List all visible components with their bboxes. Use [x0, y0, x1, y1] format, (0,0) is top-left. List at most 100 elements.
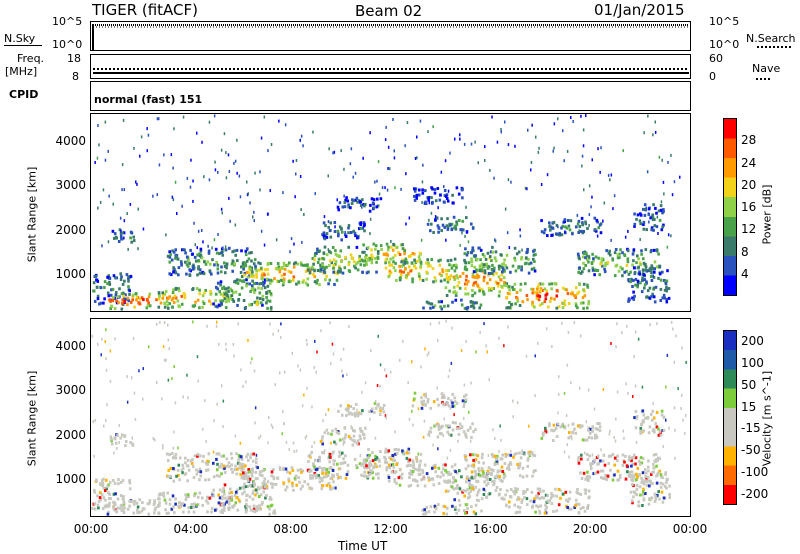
velocity-cell	[508, 505, 511, 509]
power-cell	[643, 278, 647, 282]
power-cell	[215, 251, 219, 255]
power-cell	[108, 194, 110, 198]
velocity-cell	[685, 414, 687, 418]
power-cell	[478, 269, 482, 273]
power-cell	[542, 231, 546, 235]
power-cell	[647, 207, 651, 211]
velocity-cell	[390, 470, 394, 474]
velocity-cell	[592, 472, 595, 476]
velocity-cell	[639, 426, 643, 430]
power-cell	[455, 291, 458, 295]
power-cell	[334, 225, 336, 229]
velocity-cell	[630, 459, 633, 463]
velocity-cell	[528, 424, 530, 428]
velocity-cell	[569, 435, 573, 439]
velocity-cell	[472, 458, 475, 462]
power-cell	[228, 196, 230, 200]
power-cell	[165, 233, 167, 237]
power-cell	[190, 158, 192, 162]
velocity-cell	[451, 421, 455, 424]
velocity-cell	[512, 399, 514, 403]
nsky-right-tick-top: 10^5	[709, 15, 740, 28]
power-cell	[591, 195, 593, 199]
power-cell	[224, 248, 228, 252]
velocity-cell	[598, 425, 602, 429]
power-cell	[379, 197, 383, 201]
velocity-cell	[385, 461, 389, 465]
velocity-cell	[472, 465, 476, 469]
power-cell	[502, 267, 505, 271]
velocity-cell	[318, 476, 321, 480]
velocity-cell	[105, 505, 108, 509]
velocity-cell	[454, 479, 458, 483]
velocity-cell	[631, 456, 634, 459]
power-cell	[665, 289, 669, 293]
power-cell	[231, 269, 234, 273]
power-cell	[432, 305, 435, 309]
velocity-cell	[388, 479, 391, 483]
velocity-cell	[446, 480, 449, 484]
power-cell	[533, 260, 536, 263]
power-cell	[640, 249, 643, 253]
power-cell	[508, 301, 511, 304]
power-cell	[375, 205, 378, 209]
power-cell	[240, 265, 243, 269]
power-cell	[192, 264, 195, 268]
power-cell	[224, 306, 228, 309]
power-cell	[412, 252, 416, 256]
power-cell	[108, 276, 112, 280]
power-cell	[505, 266, 509, 270]
power-cell	[500, 130, 502, 134]
power-cell	[392, 118, 394, 121]
power-cell	[374, 257, 377, 260]
velocity-cell	[254, 470, 258, 474]
velocity-cell	[309, 476, 312, 480]
velocity-cell	[465, 511, 468, 515]
velocity-cell	[516, 401, 519, 405]
velocity-cell	[214, 508, 217, 512]
velocity-cell	[187, 506, 190, 510]
velocity-cell	[665, 418, 667, 422]
power-cell	[429, 306, 432, 310]
power-cell	[645, 295, 648, 299]
power-cell	[327, 282, 330, 286]
power-cell	[509, 306, 513, 310]
velocity-cell	[616, 478, 619, 482]
velocity-cell	[578, 386, 581, 390]
power-cell	[661, 225, 664, 229]
velocity-cell	[475, 498, 479, 502]
power-cell	[459, 275, 462, 278]
velocity-cell	[576, 424, 580, 428]
power-cell	[582, 288, 585, 292]
power-cell	[259, 297, 262, 301]
velocity-cell	[503, 497, 506, 501]
velocity-cell	[328, 460, 331, 464]
velocity-cell	[216, 320, 218, 324]
velocity-cell	[226, 464, 229, 468]
power-cell	[576, 306, 579, 310]
velocity-cell	[434, 423, 438, 427]
velocity-cell	[641, 493, 645, 497]
power-cell	[122, 231, 126, 235]
power-cell	[244, 249, 248, 253]
power-cell	[662, 208, 665, 212]
velocity-cell	[387, 476, 391, 479]
velocity-cell	[393, 478, 396, 481]
velocity-cell	[583, 438, 587, 442]
velocity-cell	[544, 508, 547, 512]
power-cell	[178, 289, 181, 293]
velocity-cell	[656, 456, 660, 460]
velocity-cell	[93, 502, 97, 506]
power-cell	[627, 299, 630, 303]
velocity-cell	[220, 462, 223, 466]
velocity-cell	[623, 436, 625, 440]
velocity-cell	[630, 473, 633, 477]
station-title: TIGER (fitACF)	[92, 1, 199, 19]
power-cell	[223, 264, 227, 268]
velocity-cell	[268, 512, 271, 516]
velocity-cell	[314, 458, 317, 462]
power-cell	[438, 263, 442, 267]
power-cell	[317, 257, 321, 261]
velocity-cell	[591, 453, 594, 457]
velocity-cell	[362, 474, 366, 478]
